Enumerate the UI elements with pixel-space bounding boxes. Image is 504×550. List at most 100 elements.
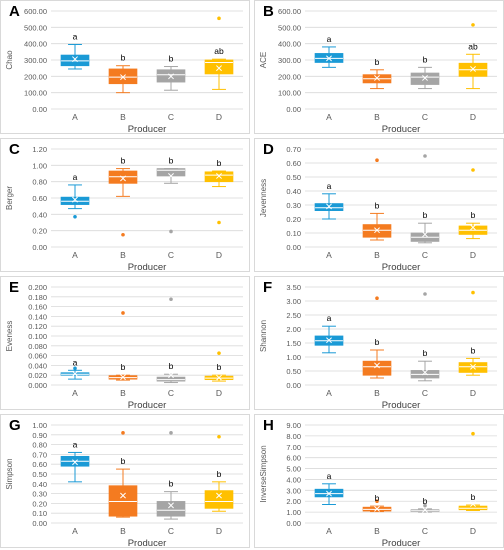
- panel-letter: C: [9, 141, 20, 158]
- box-C: b: [410, 154, 440, 244]
- x-tick-label: A: [326, 250, 332, 260]
- outlier-point: [73, 214, 77, 219]
- box-B: b: [362, 158, 392, 241]
- x-tick-label: B: [374, 250, 380, 260]
- panel-letter: E: [9, 279, 20, 296]
- mean-marker: [168, 372, 174, 379]
- outlier-point: [169, 431, 173, 435]
- mean-marker: [374, 362, 380, 369]
- y-tick-label: 0.80: [32, 441, 47, 450]
- x-tick-label: B: [120, 250, 126, 260]
- iqr-box: [204, 490, 234, 509]
- y-axis-label: Eveness: [5, 321, 14, 352]
- significance-letter: b: [169, 156, 174, 166]
- box-A: a: [314, 471, 344, 505]
- significance-letter: a: [327, 34, 332, 44]
- box-A: a: [314, 181, 344, 220]
- box-B: b: [108, 156, 138, 237]
- mean-marker: [72, 196, 78, 203]
- significance-letter: a: [327, 313, 332, 323]
- mean-marker: [470, 66, 476, 72]
- x-tick-label: C: [168, 388, 174, 398]
- y-tick-label: 0.00: [286, 243, 301, 252]
- y-tick-label: 500.00: [278, 23, 301, 32]
- y-tick-label: 0.100: [28, 332, 47, 341]
- mean-marker: [422, 506, 428, 513]
- mean-marker: [374, 227, 380, 234]
- y-tick-label: 100.00: [278, 89, 301, 98]
- y-tick-label: 1.00: [32, 421, 47, 430]
- x-axis-label: Producer: [128, 400, 167, 411]
- x-axis-label: Producer: [382, 538, 421, 549]
- panel-letter: A: [9, 3, 20, 20]
- y-tick-label: 0.40: [32, 480, 47, 489]
- mean-marker: [168, 502, 174, 509]
- y-tick-label: 0.160: [28, 303, 47, 312]
- y-tick-label: 0.10: [286, 229, 301, 238]
- box-A: a: [314, 313, 344, 354]
- panel-chao: 0.00 100.00 200.00 300.00 400.00 500.00 600.00…: [0, 0, 250, 135]
- significance-letter: b: [121, 53, 126, 63]
- x-tick-label: B: [374, 112, 380, 122]
- y-tick-label: 400.00: [278, 40, 301, 49]
- y-tick-label: 0.10: [32, 509, 47, 518]
- y-tick-label: 3.00: [286, 486, 301, 495]
- outlier-point: [217, 434, 221, 439]
- x-tick-label: B: [120, 526, 126, 536]
- outlier-point: [121, 311, 125, 315]
- y-tick-label: 0.90: [32, 431, 47, 440]
- y-tick-label: 0.140: [28, 312, 47, 321]
- y-tick-label: 400.00: [24, 40, 47, 49]
- y-tick-label: 0.60: [32, 194, 47, 203]
- x-axis-label: Producer: [382, 124, 421, 135]
- x-tick-label: D: [470, 526, 476, 536]
- x-tick-label: D: [216, 112, 222, 122]
- x-tick-label: B: [374, 388, 380, 398]
- y-tick-label: 0.00: [32, 243, 47, 252]
- mean-marker: [422, 231, 428, 238]
- y-tick-label: 2.00: [286, 325, 301, 334]
- chart-svg: 0.00 0.20 0.40 0.60 0.80 1.00 1.20 Berger Produc…: [5, 145, 243, 273]
- outlier-point: [423, 154, 427, 158]
- outlier-point: [169, 229, 173, 234]
- outlier-point: [375, 296, 379, 300]
- box-A: a: [60, 357, 90, 380]
- y-tick-label: 1.50: [286, 339, 301, 348]
- x-tick-label: D: [216, 250, 222, 260]
- mean-marker: [216, 65, 222, 72]
- y-axis-label: Berger: [5, 186, 14, 210]
- mean-marker: [470, 363, 476, 370]
- x-tick-label: A: [326, 526, 332, 536]
- x-tick-label: D: [470, 250, 476, 260]
- y-tick-label: 0.50: [32, 470, 47, 479]
- x-tick-label: D: [470, 388, 476, 398]
- box-D: b: [204, 351, 234, 382]
- outlier-point: [375, 158, 379, 162]
- x-tick-label: A: [72, 112, 78, 122]
- x-axis-label: Producer: [128, 262, 167, 273]
- y-tick-label: 8.00: [286, 432, 301, 441]
- y-tick-label: 0.70: [32, 450, 47, 459]
- y-tick-label: 0.080: [28, 342, 47, 351]
- outlier-point: [471, 23, 475, 27]
- box-A: a: [60, 439, 90, 483]
- mean-marker: [326, 203, 332, 210]
- significance-letter: a: [73, 357, 78, 367]
- panel-letter: F: [263, 279, 273, 296]
- iqr-box: [156, 168, 186, 177]
- x-tick-label: D: [216, 526, 222, 536]
- box-A: a: [60, 31, 90, 70]
- box-D: ab: [204, 16, 234, 90]
- y-tick-label: 5.00: [286, 465, 301, 474]
- significance-letter: b: [471, 492, 476, 502]
- significance-letter: b: [471, 345, 476, 355]
- y-tick-label: 1.20: [32, 145, 47, 154]
- box-B: b: [362, 296, 392, 379]
- y-tick-label: 500.00: [24, 23, 47, 32]
- x-tick-label: B: [120, 388, 126, 398]
- outlier-point: [423, 292, 427, 296]
- y-tick-label: 6.00: [286, 454, 301, 463]
- significance-letter: b: [423, 348, 428, 358]
- panel-letter: G: [9, 417, 21, 434]
- y-tick-label: 0.20: [286, 215, 301, 224]
